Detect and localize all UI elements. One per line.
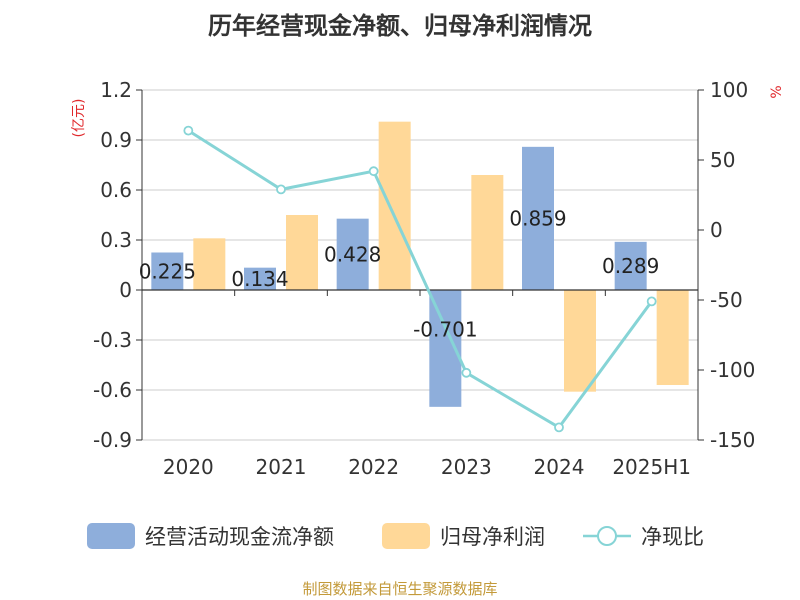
y-right-tick-label: 50 (710, 148, 735, 172)
data-label: 0.289 (602, 254, 659, 278)
legend-label: 净现比 (641, 525, 704, 549)
y-left-tick-label: 0.6 (100, 178, 132, 202)
bar-operating-cash (244, 267, 276, 290)
bar-net-profit (656, 290, 689, 385)
bar-operating-cash (336, 218, 369, 290)
y-left-tick-label: -0.3 (93, 328, 132, 352)
y-left-tick-label: 0.3 (100, 228, 132, 252)
bar-net-profit (193, 238, 226, 290)
y-axis-left-ticks: 1.2 0.9 0.6 0.3 0 -0.3 -0.6 -0.9 (93, 78, 132, 452)
chart-title: 历年经营现金净额、归母净利润情况 (208, 12, 592, 40)
x-axis-tick-labels: 2020 2021 2022 2023 2024 2025H1 (163, 455, 691, 479)
source-note: 制图数据来自恒生聚源数据库 (302, 580, 497, 598)
bar-net-profit (286, 215, 318, 290)
ratio-point (276, 184, 286, 195)
legend-label: 归母净利润 (440, 525, 545, 549)
bar-net-profit (564, 290, 596, 392)
data-label: 0.859 (509, 206, 566, 230)
x-tick-label: 2021 (256, 455, 307, 479)
y-right-tick-label: 100 (710, 78, 748, 102)
legend-swatch-ratio-marker (597, 526, 617, 546)
y-right-tick-label: -150 (710, 428, 755, 452)
axes (141, 90, 699, 440)
ratio-point (554, 422, 564, 433)
y-left-tick-label: 0.9 (100, 128, 132, 152)
y-right-tick-label: -50 (710, 288, 743, 312)
ratio-point (646, 296, 657, 307)
bar-net-profit (378, 121, 411, 291)
x-tick-label: 2023 (441, 455, 492, 479)
y-left-tick-label: -0.9 (93, 428, 132, 452)
y-left-tick-label: 1.2 (100, 78, 132, 102)
ratio-point (183, 125, 194, 136)
y-left-tick-label: -0.6 (93, 378, 132, 402)
legend-label: 经营活动现金流净额 (145, 525, 334, 549)
bar-operating-cash (614, 241, 647, 290)
data-label: 0.225 (139, 259, 196, 283)
bar-operating-cash (522, 146, 554, 290)
bar-operating-cash (151, 252, 184, 290)
y-right-tick-label: 0 (710, 218, 723, 242)
x-tick-label: 2022 (348, 455, 399, 479)
bar-net-profit (471, 175, 504, 290)
data-label: 0.428 (324, 242, 381, 266)
data-labels: 0.225 0.134 0.428 -0.701 0.859 0.289 (139, 206, 660, 341)
data-label: -0.701 (413, 317, 477, 341)
y-left-tick-label: 0 (119, 278, 132, 302)
ratio-line (183, 125, 657, 433)
y-axis-right-ticks: 100 50 0 -50 -100 -150 (710, 78, 755, 452)
ratio-point (368, 166, 379, 177)
y-right-unit: % (769, 85, 785, 98)
legend: 经营活动现金流净额 归母净利润 净现比 (87, 523, 704, 549)
x-tick-label: 2024 (534, 455, 585, 479)
legend-swatch-net_profit (382, 523, 430, 549)
bars (151, 121, 689, 407)
ratio-polyline (187, 129, 653, 430)
x-tick-label: 2020 (163, 455, 214, 479)
y-left-unit: (亿元) (71, 99, 87, 138)
data-label: 0.134 (231, 267, 288, 291)
x-tick-label: 2025H1 (612, 455, 691, 479)
ratio-point (461, 367, 472, 378)
y-right-tick-label: -100 (710, 358, 755, 382)
legend-swatch-operating_cash (87, 523, 135, 549)
